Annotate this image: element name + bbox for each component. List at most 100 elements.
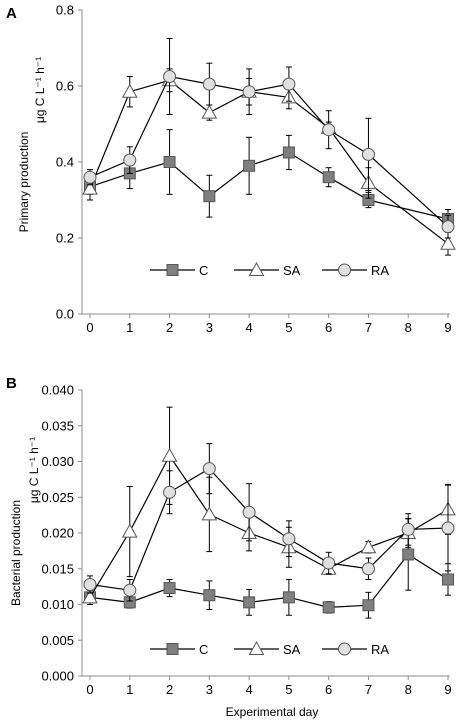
x-tick-label: 1 <box>126 320 133 335</box>
data-point-ra <box>83 170 97 184</box>
data-point-c <box>163 156 176 168</box>
x-tick-label: 0 <box>86 320 93 335</box>
y-tick-label: 0.005 <box>41 633 74 648</box>
y-tick-label: 0.025 <box>41 490 74 505</box>
y-axis-unit: μg C L⁻¹ h⁻¹ <box>27 437 41 503</box>
series-ra <box>83 38 455 239</box>
data-point-c <box>362 599 375 612</box>
legend-label: RA <box>371 263 389 278</box>
series-line-sa <box>89 454 449 598</box>
y-tick-label: 0.030 <box>41 454 74 469</box>
panel-label: A <box>6 5 17 22</box>
series-c <box>84 129 454 229</box>
data-point-c <box>282 591 295 604</box>
data-point-ra <box>282 77 296 91</box>
y-tick-label: 0.040 <box>41 383 74 398</box>
legend-entry-sa: SA <box>234 640 301 657</box>
x-tick-label: 9 <box>444 682 451 697</box>
y-tick-label: 0.020 <box>41 526 74 541</box>
x-tick-label: 3 <box>206 320 213 335</box>
x-tick-label: 4 <box>245 682 252 697</box>
data-point-ra <box>163 70 177 83</box>
data-point-sa <box>360 539 377 554</box>
data-point-ra <box>361 562 375 576</box>
legend-entry-ra: RA <box>322 642 389 657</box>
x-tick-label: 7 <box>365 682 372 697</box>
series-line-c <box>89 151 449 220</box>
data-point-sa <box>82 589 98 604</box>
data-point-c <box>243 159 256 172</box>
series-line-sa <box>89 79 449 245</box>
legend-marker-ra <box>338 642 351 656</box>
legend-label: C <box>199 642 208 657</box>
y-tick-label: 0.015 <box>41 561 74 576</box>
x-tick-label: 8 <box>405 320 412 335</box>
data-point-ra <box>163 485 177 499</box>
series-ra <box>83 443 455 602</box>
data-point-c <box>322 171 335 184</box>
data-point-c <box>243 596 256 609</box>
series-sa <box>82 68 456 256</box>
data-point-ra <box>322 123 336 137</box>
data-point-sa <box>201 104 218 119</box>
y-tick-label: 0.000 <box>41 669 74 684</box>
data-point-sa <box>440 235 456 250</box>
x-tick-label: 4 <box>245 320 252 335</box>
data-point-ra <box>441 521 455 535</box>
series-line-ra <box>89 467 449 591</box>
y-tick-label: 0.2 <box>56 231 74 246</box>
y-tick-label: 0.6 <box>56 79 74 94</box>
x-tick-label: 9 <box>444 320 451 335</box>
legend-label: SA <box>283 263 301 278</box>
data-point-c <box>282 146 295 159</box>
data-point-ra <box>123 583 137 597</box>
data-point-ra <box>202 462 216 476</box>
y-axis-label: Bacterial production <box>9 500 23 606</box>
legend-marker-sa <box>248 640 265 655</box>
data-point-sa <box>121 83 138 98</box>
x-tick-label: 7 <box>365 320 372 335</box>
legend-marker-c <box>166 643 179 655</box>
legend-label: SA <box>283 642 301 657</box>
data-point-ra <box>401 522 415 536</box>
data-point-ra <box>322 556 336 570</box>
y-axis-label: Primary production <box>17 132 31 233</box>
legend-marker-ra <box>338 263 351 277</box>
x-tick-label: 6 <box>325 320 332 335</box>
chart-panel-b: B 0.000 0.005 0.010 0.015 0.020 0.025 0.030 0.03… <box>6 375 456 719</box>
legend-marker-sa <box>248 261 265 276</box>
data-point-sa <box>121 523 138 538</box>
x-tick-label: 3 <box>206 682 213 697</box>
legend-entry-c: C <box>150 642 208 657</box>
x-tick-label: 6 <box>325 682 332 697</box>
legend-entry-ra: RA <box>322 263 389 278</box>
series-c <box>84 518 454 619</box>
x-tick-label: 1 <box>126 682 133 697</box>
data-point-c <box>163 582 176 595</box>
y-tick-label: 0.8 <box>56 3 74 18</box>
x-tick-label: 5 <box>285 320 292 335</box>
data-point-ra <box>242 505 256 519</box>
data-point-ra <box>83 577 97 591</box>
legend-entry-c: C <box>150 263 208 278</box>
x-tick-label: 8 <box>405 682 412 697</box>
data-point-ra <box>282 532 296 546</box>
y-tick-label: 0.035 <box>41 418 74 433</box>
legend-label: RA <box>371 642 389 657</box>
data-point-c <box>322 601 335 614</box>
x-axis-label: Experimental day <box>226 705 319 719</box>
data-point-ra <box>202 77 216 91</box>
legend-entry-sa: SA <box>234 261 301 278</box>
legend-marker-c <box>166 264 179 276</box>
data-point-c <box>402 548 415 561</box>
data-point-sa <box>82 180 98 195</box>
y-axis-unit: μg C L⁻¹ h⁻¹ <box>33 57 47 123</box>
data-point-ra <box>441 220 455 234</box>
series-line-c <box>89 553 449 608</box>
series-line-ra <box>89 75 449 228</box>
x-tick-label: 2 <box>166 320 173 335</box>
y-tick-label: 0.010 <box>41 597 74 612</box>
data-point-sa <box>201 506 218 521</box>
data-point-c <box>203 589 216 602</box>
